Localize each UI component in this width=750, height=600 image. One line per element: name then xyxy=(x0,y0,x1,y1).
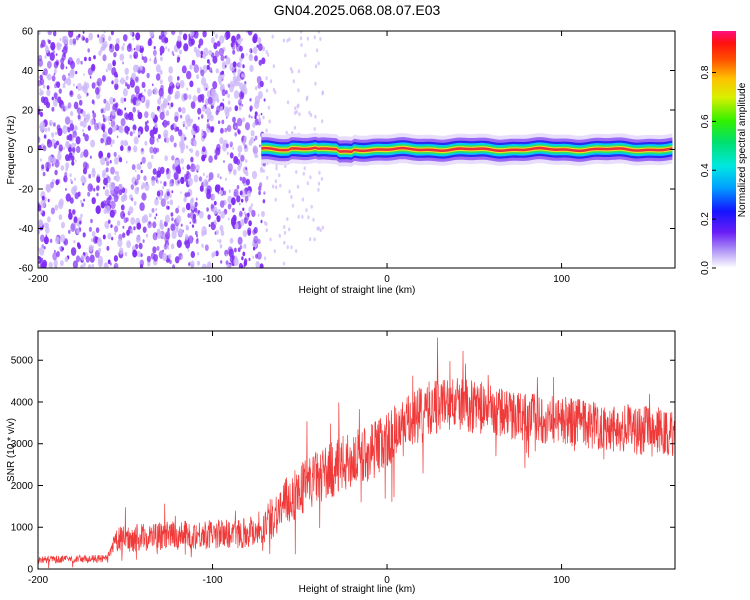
snr-x-tick-label: 0 xyxy=(384,575,390,586)
spectrogram-x-tick-label: 100 xyxy=(553,274,570,285)
snr-series-line xyxy=(38,337,675,569)
colorbar-ticks: 0.0 0.2 0.4 0.6 0.8 xyxy=(700,65,716,275)
colorbar-tick-label: 0.0 xyxy=(700,261,711,275)
snr-y-tick-label: 3000 xyxy=(11,439,34,450)
spectrogram-heatmap xyxy=(38,31,673,268)
snr-y-tick-label: 0 xyxy=(27,565,33,576)
colorbar-tick-label: 0.6 xyxy=(700,114,711,128)
spectrogram-x-axis-label: Height of straight line (km) xyxy=(299,285,416,296)
spectrogram-ticks: -200 -100 0 100 60 40 20 0 -20 -40 -60 xyxy=(19,27,675,285)
spectrogram-x-tick-label: -100 xyxy=(203,274,223,285)
snr-x-tick-label: -200 xyxy=(28,575,48,586)
spectrogram-y-tick-label: 60 xyxy=(22,27,34,38)
colorbar-tick-label: 0.8 xyxy=(700,65,711,79)
snr-plot-frame xyxy=(37,330,676,570)
spectrogram-y-tick-label: -20 xyxy=(19,185,34,196)
spectrogram-y-tick-label: 0 xyxy=(27,145,33,156)
snr-x-axis-label: Height of straight line (km) xyxy=(299,584,416,595)
spectrogram-y-tick-label: -60 xyxy=(19,264,34,275)
snr-y-tick-label: 2000 xyxy=(11,481,34,492)
colorbar-tick-label: 0.4 xyxy=(700,163,711,177)
noise-region xyxy=(38,31,325,268)
snr-x-tick-label: -100 xyxy=(203,575,223,586)
chart-title: GN04.2025.068.08.07.E03 xyxy=(274,2,441,18)
spectrogram-y-tick-label: 20 xyxy=(22,106,34,117)
spectrogram-y-tick-label: -40 xyxy=(19,224,34,235)
spectrogram-y-tick-label: 40 xyxy=(22,66,34,77)
colorbar xyxy=(712,31,736,268)
snr-plot xyxy=(38,337,675,569)
snr-y-axis-label: SNR (10 * v/v) xyxy=(6,418,17,482)
snr-y-tick-label: 5000 xyxy=(11,356,34,367)
snr-y-tick-label: 1000 xyxy=(11,523,34,534)
frequency-band xyxy=(261,132,673,167)
spectrogram-x-tick-label: 0 xyxy=(384,274,390,285)
spectrogram-x-tick-label: -200 xyxy=(28,274,48,285)
snr-x-tick-label: 100 xyxy=(553,575,570,586)
spectrogram-y-axis-label: Frequency (Hz) xyxy=(6,116,17,185)
colorbar-tick-label: 0.2 xyxy=(700,212,711,226)
colorbar-label: Normalized spectral amplitude xyxy=(737,82,748,217)
snr-y-tick-label: 4000 xyxy=(11,397,34,408)
